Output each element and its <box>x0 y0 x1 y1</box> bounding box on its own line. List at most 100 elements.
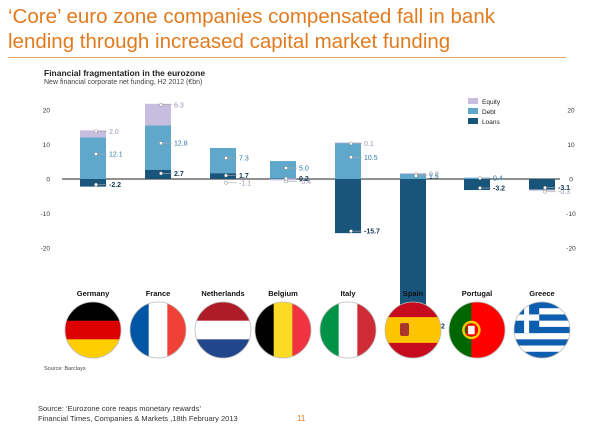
data-label: 0.2 <box>299 176 309 183</box>
title-divider <box>8 57 566 58</box>
bar-loans <box>529 179 555 190</box>
data-label: -0.3 <box>558 189 570 196</box>
flag-stripe <box>514 320 570 328</box>
bar-equity <box>270 179 296 181</box>
bar-loans <box>80 179 106 187</box>
y-tick-label-left: -20 <box>41 246 51 253</box>
data-label: 5.0 <box>299 165 309 172</box>
data-label: 7.3 <box>239 156 249 163</box>
flag-stripe <box>514 314 570 321</box>
data-label: 2.7 <box>174 171 184 178</box>
y-tick-label-right: -10 <box>566 211 576 218</box>
y-tick-label-right: 0 <box>569 177 573 184</box>
flag-stripe <box>130 302 150 358</box>
flag-stripe <box>514 302 570 309</box>
source-line-1: Source: ‘Eurozone core reaps monetary re… <box>38 404 201 413</box>
slide-title-line-2: lending through increased capital market… <box>8 30 451 53</box>
data-label: -1.1 <box>239 180 251 187</box>
category-label: Portugal <box>462 289 492 298</box>
data-label: 6.3 <box>174 102 184 109</box>
data-label: -0.4 <box>299 179 311 186</box>
bar-equity <box>145 103 171 126</box>
flag-border <box>319 301 377 359</box>
data-label: 12.1 <box>109 151 123 158</box>
flag-border <box>513 301 571 359</box>
bar-debt <box>210 147 236 174</box>
flag-stripe <box>385 317 441 343</box>
bar-loans <box>210 173 236 179</box>
flag-stripe <box>514 333 570 340</box>
data-label: 0.1 <box>364 141 374 148</box>
data-label: -2.2 <box>109 182 121 189</box>
chart-subtitle: New financial corporate net funding, H2 … <box>44 79 203 86</box>
bar-equity <box>335 142 361 144</box>
bar-loans <box>335 179 361 234</box>
flag-stripe <box>357 302 376 358</box>
category-label: Belgium <box>268 289 298 298</box>
chart-source-note: Source: Barclays <box>44 366 86 372</box>
flag-border <box>64 301 122 359</box>
flag-stripe <box>195 302 251 322</box>
data-label: -3.1 <box>558 185 570 192</box>
flag-stripe <box>65 320 121 340</box>
flag-border <box>194 301 252 359</box>
bar-equity <box>529 189 555 191</box>
chart-title: Financial fragmentation in the eurozone <box>44 68 206 78</box>
category-label: Germany <box>77 289 110 298</box>
y-tick-label-left: 20 <box>43 108 51 115</box>
bar-debt <box>80 137 106 179</box>
legend-label: Equity <box>482 99 501 106</box>
flag-portugal <box>449 302 505 358</box>
y-tick-label-right: 10 <box>567 142 575 149</box>
data-label: 1.5 <box>429 173 439 180</box>
flag-stripe <box>338 302 358 358</box>
legend-label: Debt <box>482 109 496 116</box>
category-label: Netherlands <box>201 289 244 298</box>
flag-stripe <box>292 302 311 358</box>
legend-swatch-debt <box>468 108 478 114</box>
flag-stripe <box>514 351 570 358</box>
flag-stripe <box>514 339 570 346</box>
flag-stripe <box>449 302 472 358</box>
y-tick-label-right: 20 <box>567 108 575 115</box>
flag-border <box>448 301 506 359</box>
source-line-2: Financial Times, Companies & Markets ,18… <box>38 413 238 423</box>
legend-label: Loans <box>482 119 500 126</box>
flag-stripe <box>255 302 275 358</box>
bar-loans <box>270 178 296 180</box>
flag-emblem <box>462 320 481 340</box>
y-tick-label-right: -20 <box>566 246 576 253</box>
bar-loans <box>464 179 490 191</box>
flag-stripe <box>320 302 340 358</box>
flag-stripe <box>195 320 251 340</box>
slide-title-line-1: ‘Core’ euro zone companies compensated f… <box>8 5 495 28</box>
flag-stripe <box>148 302 168 358</box>
category-label: Italy <box>340 289 356 298</box>
data-label: 0.4 <box>493 176 503 183</box>
category-label: France <box>146 289 171 298</box>
flag-border <box>384 301 442 359</box>
legend-swatch-loans <box>468 118 478 124</box>
bar-loans <box>145 169 171 179</box>
flag-netherlands <box>195 302 251 358</box>
data-label: 12.8 <box>174 141 188 148</box>
flag-emblem <box>400 323 409 336</box>
flag-stripe <box>514 345 570 353</box>
flag-border <box>254 301 312 359</box>
footer-source: Source: ‘Eurozone core reaps monetary re… <box>38 404 238 423</box>
flag-greece <box>514 302 570 358</box>
category-label: Greece <box>529 289 554 298</box>
y-tick-label-left: -10 <box>41 211 51 218</box>
data-label: 1.7 <box>239 173 249 180</box>
flag-stripe <box>65 339 121 358</box>
flag-cross <box>514 314 540 321</box>
bar-debt <box>400 173 426 179</box>
flag-italy <box>320 302 376 358</box>
flag-stripe <box>65 302 121 322</box>
data-label: 2.0 <box>109 129 119 136</box>
flag-border <box>129 301 187 359</box>
category-label: Spain <box>403 289 424 298</box>
bar-debt <box>335 142 361 179</box>
slide-title: ‘Core’ euro zone companies compensated f… <box>8 4 593 54</box>
